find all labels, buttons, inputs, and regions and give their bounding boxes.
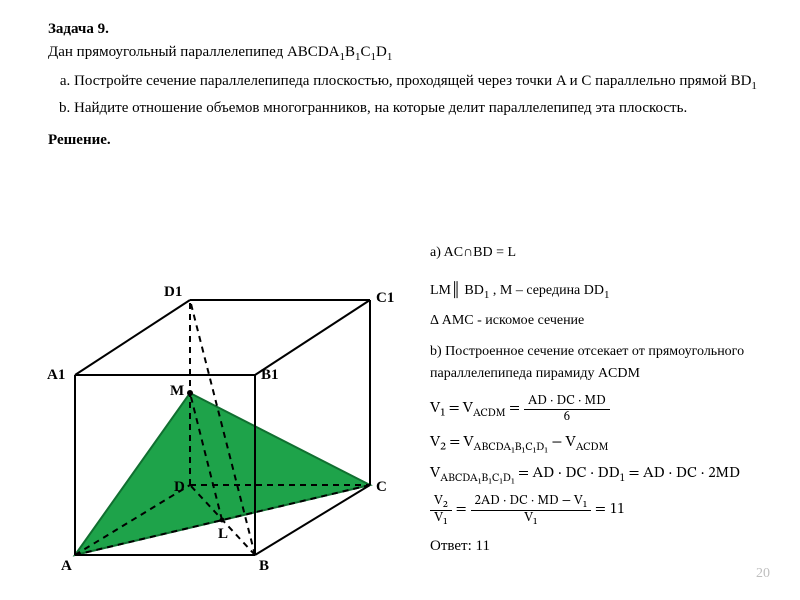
given-prefix: Дан прямоугольный параллелепипед ABCDA [48,44,339,60]
page-number: 20 [756,566,770,582]
svg-text:A: A [61,558,72,574]
problem-text: Задача 9. Дан прямоугольный параллелепип… [48,18,760,152]
task-item-a: Постройте сечение параллелепипеда плоско… [74,70,760,95]
formula-v1: V₁ = VACDM = AD · DC · MD 6 [430,395,610,425]
svg-text:B1: B1 [261,367,279,383]
svg-text:C: C [376,479,387,495]
formula-ratio: V₂ V₁ = 2AD · DC · MD − V₁ V₁ = 11 [430,495,625,525]
task-title: Задача 9. [48,21,109,37]
answer-line: Ответ: 11 [430,535,780,558]
task-item-b: Найдите отношение объемов многогранников… [74,97,760,120]
svg-text:B: B [259,558,269,574]
svg-text:L: L [218,526,228,542]
step-lm: LM║ BD1 , M – середина DD1 [430,280,780,304]
step-b-desc: b) Построенное сечение отсекает от прямо… [430,341,780,384]
svg-text:C1: C1 [376,290,394,306]
step-section: Δ AMC - искомое сечение [430,310,780,332]
formula-v2: V₂ = VABCDA₁B₁C₁D₁ − VACDM [430,431,608,456]
derivation-column: a) AC∩BD = L LM║ BD1 , M – середина DD1 … [430,236,780,559]
solution-label: Решение. [48,129,760,152]
step-a-line: a) AC∩BD = L [430,242,780,264]
svg-text:M: M [170,383,184,399]
svg-text:D1: D1 [164,284,182,300]
formula-vtotal: VABCDA₁B₁C₁D₁ = AD · DC · DD1 = AD · DC … [430,462,740,487]
svg-text:A1: A1 [47,367,65,383]
parallelepiped-diagram: A B C D A1 B1 C1 D1 L M [30,235,400,580]
svg-text:D: D [174,479,185,495]
